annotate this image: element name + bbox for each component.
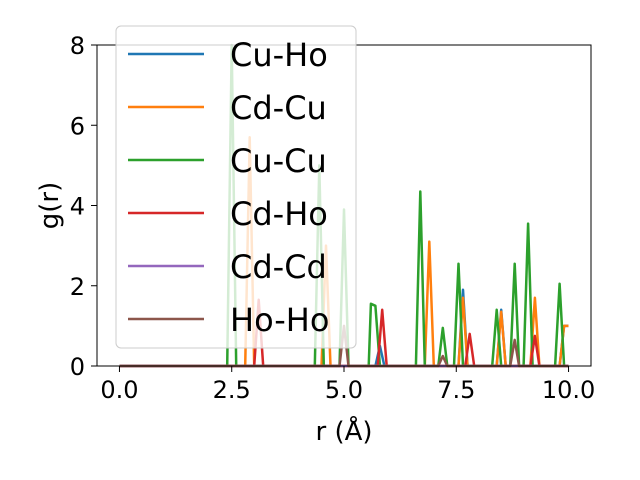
x-tick-label: 7.5 — [437, 376, 475, 404]
legend: Cu-Ho Cd-Cu Cu-Cu Cd-Ho Cd-Cd Ho-Ho — [115, 25, 357, 349]
y-axis: 0 2 4 6 8 — [70, 32, 97, 381]
x-axis-label: r (Å) — [315, 415, 372, 447]
legend-label: Cu-Ho — [230, 36, 328, 74]
y-axis-label: g(r) — [35, 182, 65, 229]
x-tick-label: 0.0 — [100, 376, 138, 404]
legend-label: Cd-Cu — [230, 89, 327, 127]
legend-box — [115, 25, 357, 349]
y-tick-label: 6 — [70, 112, 85, 140]
y-tick-label: 0 — [70, 353, 85, 381]
y-tick-label: 8 — [70, 32, 85, 60]
y-tick-label: 2 — [70, 273, 85, 301]
x-tick-label: 5.0 — [325, 376, 363, 404]
x-axis: 0.0 2.5 5.0 7.5 10.0 — [100, 366, 595, 404]
x-tick-label: 10.0 — [542, 376, 595, 404]
x-tick-label: 2.5 — [213, 376, 251, 404]
legend-label: Ho-Ho — [230, 301, 329, 339]
legend-label: Cu-Cu — [230, 142, 327, 180]
legend-label: Cd-Ho — [230, 195, 328, 233]
legend-label: Cd-Cd — [230, 248, 327, 286]
y-tick-label: 4 — [70, 193, 85, 221]
